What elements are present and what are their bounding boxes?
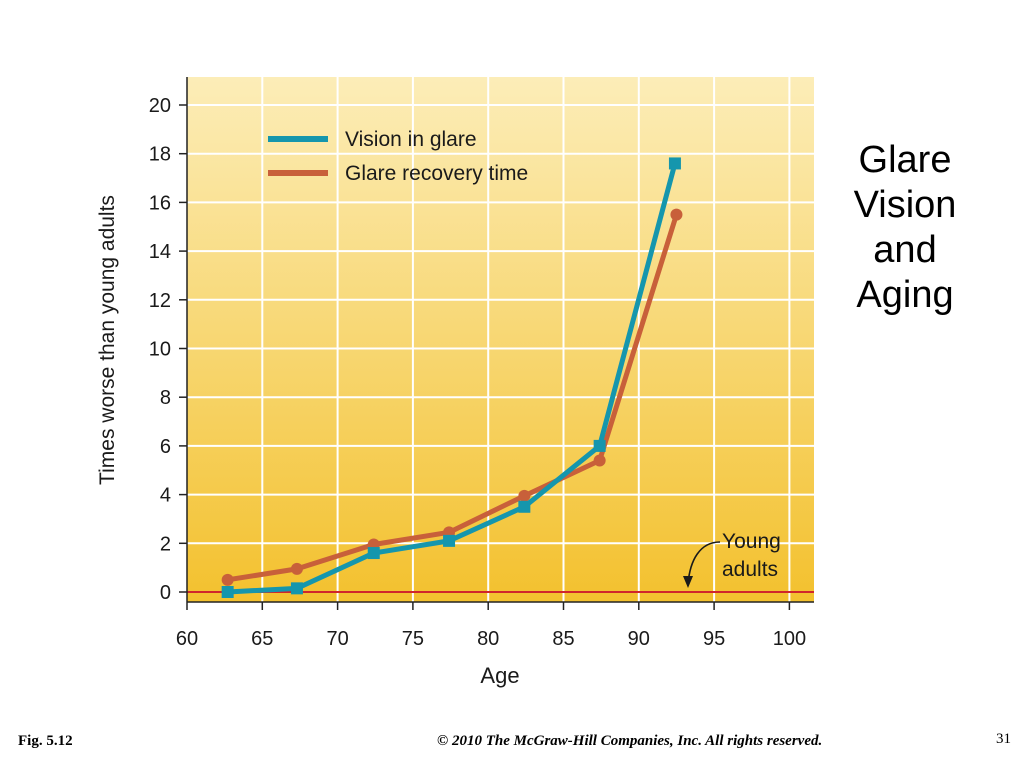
y-tick-label: 14	[149, 241, 171, 263]
plot-background	[187, 77, 814, 602]
x-tick-label: 85	[552, 628, 574, 650]
annotation-text: Young	[722, 530, 781, 553]
slide-title-line: Aging	[856, 274, 954, 316]
data-point-square	[443, 534, 456, 547]
x-tick-label: 60	[176, 628, 198, 650]
y-tick-label: 6	[160, 436, 171, 458]
y-tick-label: 2	[160, 533, 171, 555]
annotation-text: adults	[722, 558, 778, 581]
y-tick-label: 12	[149, 290, 171, 312]
data-point-square	[367, 547, 380, 560]
data-point-circle	[518, 489, 531, 502]
legend-label: Glare recovery time	[345, 162, 528, 185]
y-tick-label: 18	[149, 144, 171, 166]
data-point-circle	[593, 454, 606, 467]
axes: 0 2 4 6 8 10 12 14 16 18 20 60 65 70 75 80 85 90 95 100	[149, 77, 814, 650]
x-tick-label: 90	[628, 628, 650, 650]
slide-title-line: Glare	[858, 139, 952, 181]
series-vision-in-glare	[221, 157, 681, 598]
x-tick-label: 80	[477, 628, 499, 650]
data-point-circle	[670, 208, 683, 221]
legend: Vision in glare Glare recovery time	[268, 128, 528, 185]
slide-title-line: Vision	[853, 184, 957, 226]
x-tick-label: 65	[251, 628, 273, 650]
legend-label: Vision in glare	[345, 128, 477, 151]
slide-title: Glare Vision and Aging	[832, 138, 978, 318]
data-point-circle	[290, 562, 303, 575]
y-tick-label: 8	[160, 387, 171, 409]
data-point-square	[221, 586, 234, 598]
y-tick-label: 4	[160, 485, 171, 507]
data-point-square	[518, 500, 531, 513]
x-tick-label: 70	[326, 628, 348, 650]
y-tick-label: 16	[149, 192, 171, 214]
figure-label: Fig. 5.12	[18, 733, 73, 749]
grid-lines	[187, 77, 814, 602]
data-point-square	[668, 157, 681, 170]
series	[221, 157, 683, 598]
y-axis-label: Times worse than young adults	[96, 195, 119, 485]
data-point-square	[290, 582, 303, 595]
copyright-notice: © 2010 The McGraw-Hill Companies, Inc. A…	[437, 733, 823, 749]
y-tick-label: 0	[160, 582, 171, 604]
y-tick-label: 10	[149, 339, 171, 361]
annotation-arrowhead	[683, 576, 693, 588]
slide-title-line: and	[873, 229, 937, 271]
x-axis-label: Age	[480, 663, 519, 688]
annotation-young-adults: Young adults	[683, 530, 781, 588]
data-point-square	[593, 439, 606, 452]
data-point-circle	[221, 573, 234, 586]
x-tick-label: 75	[402, 628, 424, 650]
page-number: 31	[996, 731, 1011, 747]
x-tick-label: 95	[703, 628, 725, 650]
y-tick-label: 20	[149, 95, 171, 117]
x-tick-label: 100	[773, 628, 806, 650]
